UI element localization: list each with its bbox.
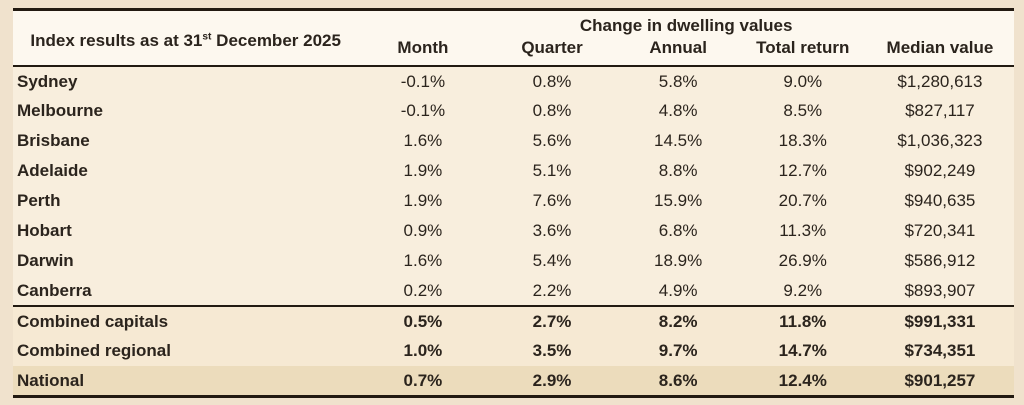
row-label: Combined capitals	[17, 311, 169, 331]
value-cell: 0.5%	[403, 311, 443, 331]
column-header-total-return: Total return	[756, 37, 850, 57]
value-cell: 12.4%	[778, 370, 827, 390]
value-cell: 2.2%	[532, 280, 572, 300]
column-header-row: Month Quarter Annual Total return Median…	[13, 36, 1014, 66]
row-label: Melbourne	[17, 101, 103, 121]
value-cell: 11.3%	[779, 221, 827, 241]
value-cell: $940,635	[904, 191, 976, 211]
table-title: Index results as at 31st December 2025	[13, 10, 358, 67]
value-cell: $586,912	[904, 251, 976, 271]
value-cell: 3.5%	[532, 341, 572, 361]
value-cell: 11.8%	[779, 311, 827, 331]
table-body: Sydney -0.1% 0.8% 5.8% 9.0% $1,280,613 Melbour…	[13, 66, 1014, 397]
value-cell: 1.6%	[403, 131, 443, 151]
table-title-prefix: Index results as at 31	[30, 30, 203, 50]
group-header-label: Change in dwelling values	[579, 16, 793, 35]
value-cell: 8.5%	[783, 101, 823, 121]
table-row: Brisbane 1.6% 5.6% 14.5% 18.3% $1,036,323	[13, 126, 1014, 156]
row-label: Sydney	[17, 71, 78, 91]
value-cell: $720,341	[904, 221, 976, 241]
table-row: Sydney -0.1% 0.8% 5.8% 9.0% $1,280,613	[13, 66, 1014, 96]
table-row: Hobart 0.9% 3.6% 6.8% 11.3% $720,341	[13, 216, 1014, 246]
value-cell: 9.7%	[658, 341, 698, 361]
value-cell: $991,331	[904, 311, 976, 331]
value-cell: 1.0%	[403, 341, 443, 361]
row-label: Perth	[17, 191, 61, 211]
value-cell: 3.6%	[532, 221, 572, 241]
row-label: Adelaide	[17, 161, 88, 181]
dwelling-values-table: Index results as at 31st December 2025 C…	[13, 8, 1014, 398]
value-cell: 12.7%	[778, 161, 827, 181]
row-label: Combined regional	[17, 341, 171, 361]
row-label: Canberra	[17, 280, 92, 300]
value-cell: 7.6%	[532, 191, 572, 211]
value-cell: 6.8%	[658, 221, 698, 241]
value-cell: 1.6%	[403, 251, 443, 271]
table-row: National 0.7% 2.9% 8.6% 12.4% $901,257	[13, 366, 1014, 397]
value-cell: 8.8%	[658, 161, 698, 181]
value-cell: $902,249	[904, 161, 976, 181]
value-cell: 5.4%	[532, 251, 572, 271]
value-cell: $827,117	[905, 101, 975, 121]
value-cell: 18.3%	[778, 131, 827, 151]
value-cell: 1.9%	[403, 191, 443, 211]
value-cell: 4.9%	[658, 280, 698, 300]
value-cell: 14.7%	[778, 341, 827, 361]
row-label: Brisbane	[17, 131, 90, 151]
value-cell: 26.9%	[778, 251, 827, 271]
table-row: Perth 1.9% 7.6% 15.9% 20.7% $940,635	[13, 186, 1014, 216]
value-cell: $901,257	[904, 370, 976, 390]
row-label: Hobart	[17, 221, 72, 241]
column-header-annual: Annual	[649, 37, 707, 57]
table-row: Adelaide 1.9% 5.1% 8.8% 12.7% $902,249	[13, 156, 1014, 186]
value-cell: 9.2%	[783, 280, 823, 300]
column-header-median-value: Median value	[886, 37, 994, 57]
value-cell: 15.9%	[654, 191, 703, 211]
value-cell: 5.1%	[532, 161, 572, 181]
value-cell: 5.8%	[658, 71, 698, 91]
column-header-month: Month	[397, 37, 449, 57]
table-title-suffix: December 2025	[211, 30, 341, 50]
value-cell: $734,351	[904, 341, 976, 361]
value-cell: $1,280,613	[897, 71, 983, 91]
value-cell: 0.8%	[532, 101, 572, 121]
table-row: Darwin 1.6% 5.4% 18.9% 26.9% $586,912	[13, 246, 1014, 276]
value-cell: 8.2%	[658, 311, 698, 331]
value-cell: 0.8%	[532, 71, 572, 91]
value-cell: 8.6%	[658, 370, 698, 390]
value-cell: 2.7%	[532, 311, 572, 331]
value-cell: 20.7%	[778, 191, 827, 211]
value-cell: -0.1%	[400, 101, 446, 121]
value-cell: $893,907	[904, 280, 976, 300]
value-cell: 4.8%	[658, 101, 698, 121]
group-header-row: Index results as at 31st December 2025 C…	[13, 10, 1014, 50]
value-cell: 0.9%	[403, 221, 443, 241]
table-row: Combined capitals 0.5% 2.7% 8.2% 11.8% $991,3…	[13, 306, 1014, 337]
value-cell: 0.7%	[403, 370, 443, 390]
value-cell: 0.2%	[403, 280, 443, 300]
value-cell: $1,036,323	[897, 131, 983, 151]
table-title-ordinal: st	[202, 30, 212, 42]
table-row: Canberra 0.2% 2.2% 4.9% 9.2% $893,907	[13, 276, 1014, 306]
table-row: Melbourne -0.1% 0.8% 4.8% 8.5% $827,117	[13, 96, 1014, 126]
value-cell: 18.9%	[654, 251, 703, 271]
value-cell: 14.5%	[654, 131, 703, 151]
column-header-quarter: Quarter	[521, 37, 583, 57]
table-header: Index results as at 31st December 2025 C…	[13, 9, 1014, 66]
value-cell: 5.6%	[532, 131, 572, 151]
value-cell: -0.1%	[400, 71, 446, 91]
value-cell: 9.0%	[783, 71, 823, 91]
value-cell: 2.9%	[532, 370, 572, 390]
row-label: National	[17, 370, 85, 390]
table-row: Combined regional 1.0% 3.5% 9.7% 14.7% $734,3…	[13, 336, 1014, 367]
row-label: Darwin	[17, 251, 74, 271]
value-cell: 1.9%	[403, 161, 443, 181]
